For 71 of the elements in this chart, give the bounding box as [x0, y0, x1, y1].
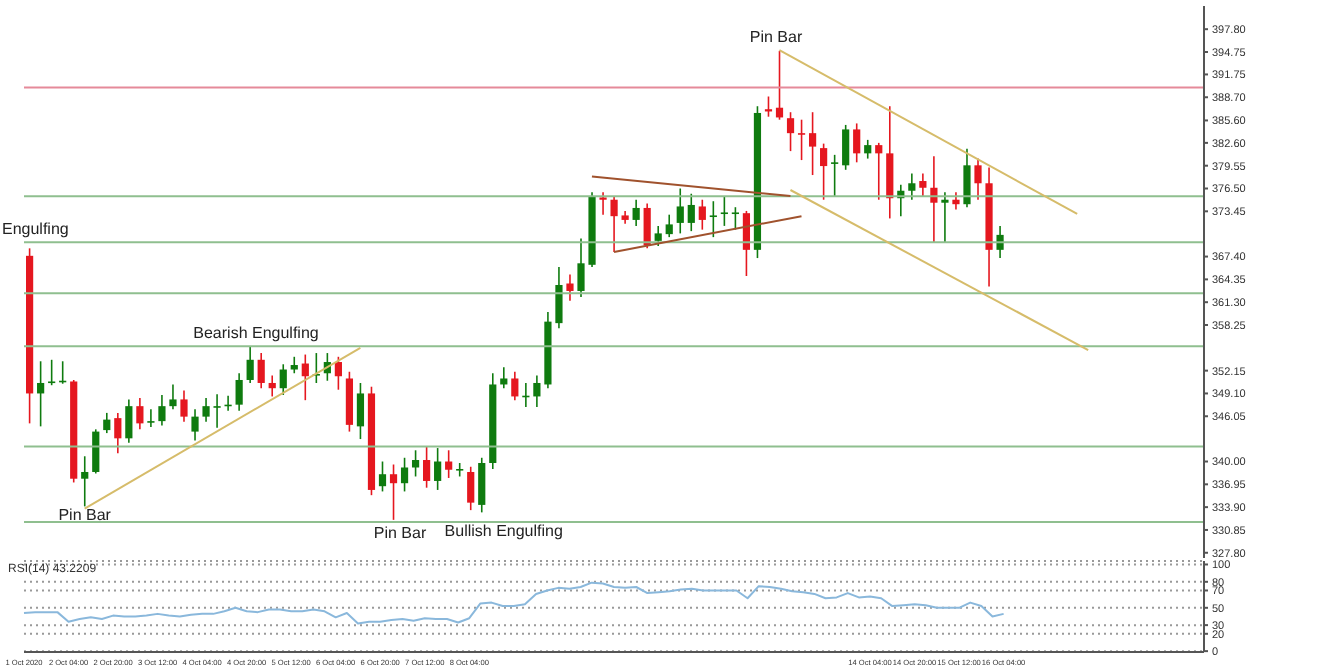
- candlestick: [908, 172, 916, 201]
- candlestick: [687, 192, 695, 232]
- candlestick: [853, 122, 861, 164]
- annotation: Bearish Engulfing: [193, 324, 319, 342]
- candlestick: [731, 206, 739, 231]
- candlestick: [345, 370, 354, 433]
- candlestick: [610, 195, 618, 253]
- candlestick: [445, 449, 453, 479]
- candlestick: [720, 195, 728, 227]
- candlestick: [423, 445, 431, 489]
- candlestick: [996, 225, 1004, 259]
- candlestick: [434, 447, 442, 491]
- candlestick: [698, 198, 706, 231]
- annotation: Engulfing: [2, 220, 69, 238]
- candlestick: [378, 460, 387, 493]
- candlestick: [114, 412, 122, 455]
- candlestick: [709, 200, 717, 238]
- annotation: Pin Bar: [58, 506, 112, 525]
- candlestick: [963, 148, 971, 208]
- candlestick: [808, 111, 817, 176]
- candlestick: [301, 353, 309, 401]
- annotation: Pin Bar: [749, 28, 803, 46]
- candlestick: [786, 111, 795, 152]
- candlestick: [356, 382, 365, 440]
- candlestick: [334, 356, 342, 391]
- candlestick: [147, 408, 155, 428]
- candlestick: [676, 187, 684, 235]
- candlestick: [875, 142, 883, 201]
- candlestick: [654, 225, 662, 247]
- candlestick: [919, 172, 927, 197]
- candlestick: [797, 118, 806, 161]
- candlestick: [169, 383, 177, 410]
- candlestick: [103, 412, 111, 434]
- annotation: Bullish Engulfing: [444, 522, 563, 541]
- candlestick: [566, 273, 574, 302]
- candlestick: [246, 345, 254, 384]
- candlestick: [389, 463, 398, 521]
- candlestick: [279, 363, 287, 396]
- candlestick: [400, 456, 409, 493]
- candlestick: [886, 105, 894, 220]
- candlestick: [81, 455, 89, 508]
- candlestick: [235, 372, 243, 412]
- candlestick: [158, 394, 166, 427]
- candlestick: [92, 428, 100, 475]
- annotation: Pin Bar: [373, 524, 427, 542]
- candlestick: [180, 389, 188, 423]
- candlestick: [820, 142, 828, 201]
- candlestick: [48, 358, 56, 387]
- candlestick: [411, 449, 420, 478]
- candlestick: [478, 456, 486, 514]
- candlestick: [257, 352, 265, 390]
- candlestick: [632, 198, 640, 227]
- candlestick: [125, 398, 133, 444]
- candlestick: [974, 157, 982, 201]
- candlestick: [136, 397, 144, 431]
- candlestick: [467, 465, 475, 511]
- candlestick: [191, 408, 199, 442]
- candlestick: [831, 154, 839, 197]
- candlestick: [643, 202, 651, 250]
- candlestick: [511, 370, 519, 401]
- candlestick: [599, 191, 607, 216]
- candlestick: [775, 50, 784, 121]
- candlestick: [941, 191, 949, 244]
- candlestick: [500, 366, 508, 390]
- candlestick: [665, 213, 673, 238]
- candlestick: [864, 139, 872, 160]
- candlestick: [37, 360, 45, 428]
- candlestick: [268, 374, 276, 398]
- candlestick: [842, 124, 850, 171]
- candlestick: [533, 374, 541, 408]
- line-series: [23, 581, 1005, 625]
